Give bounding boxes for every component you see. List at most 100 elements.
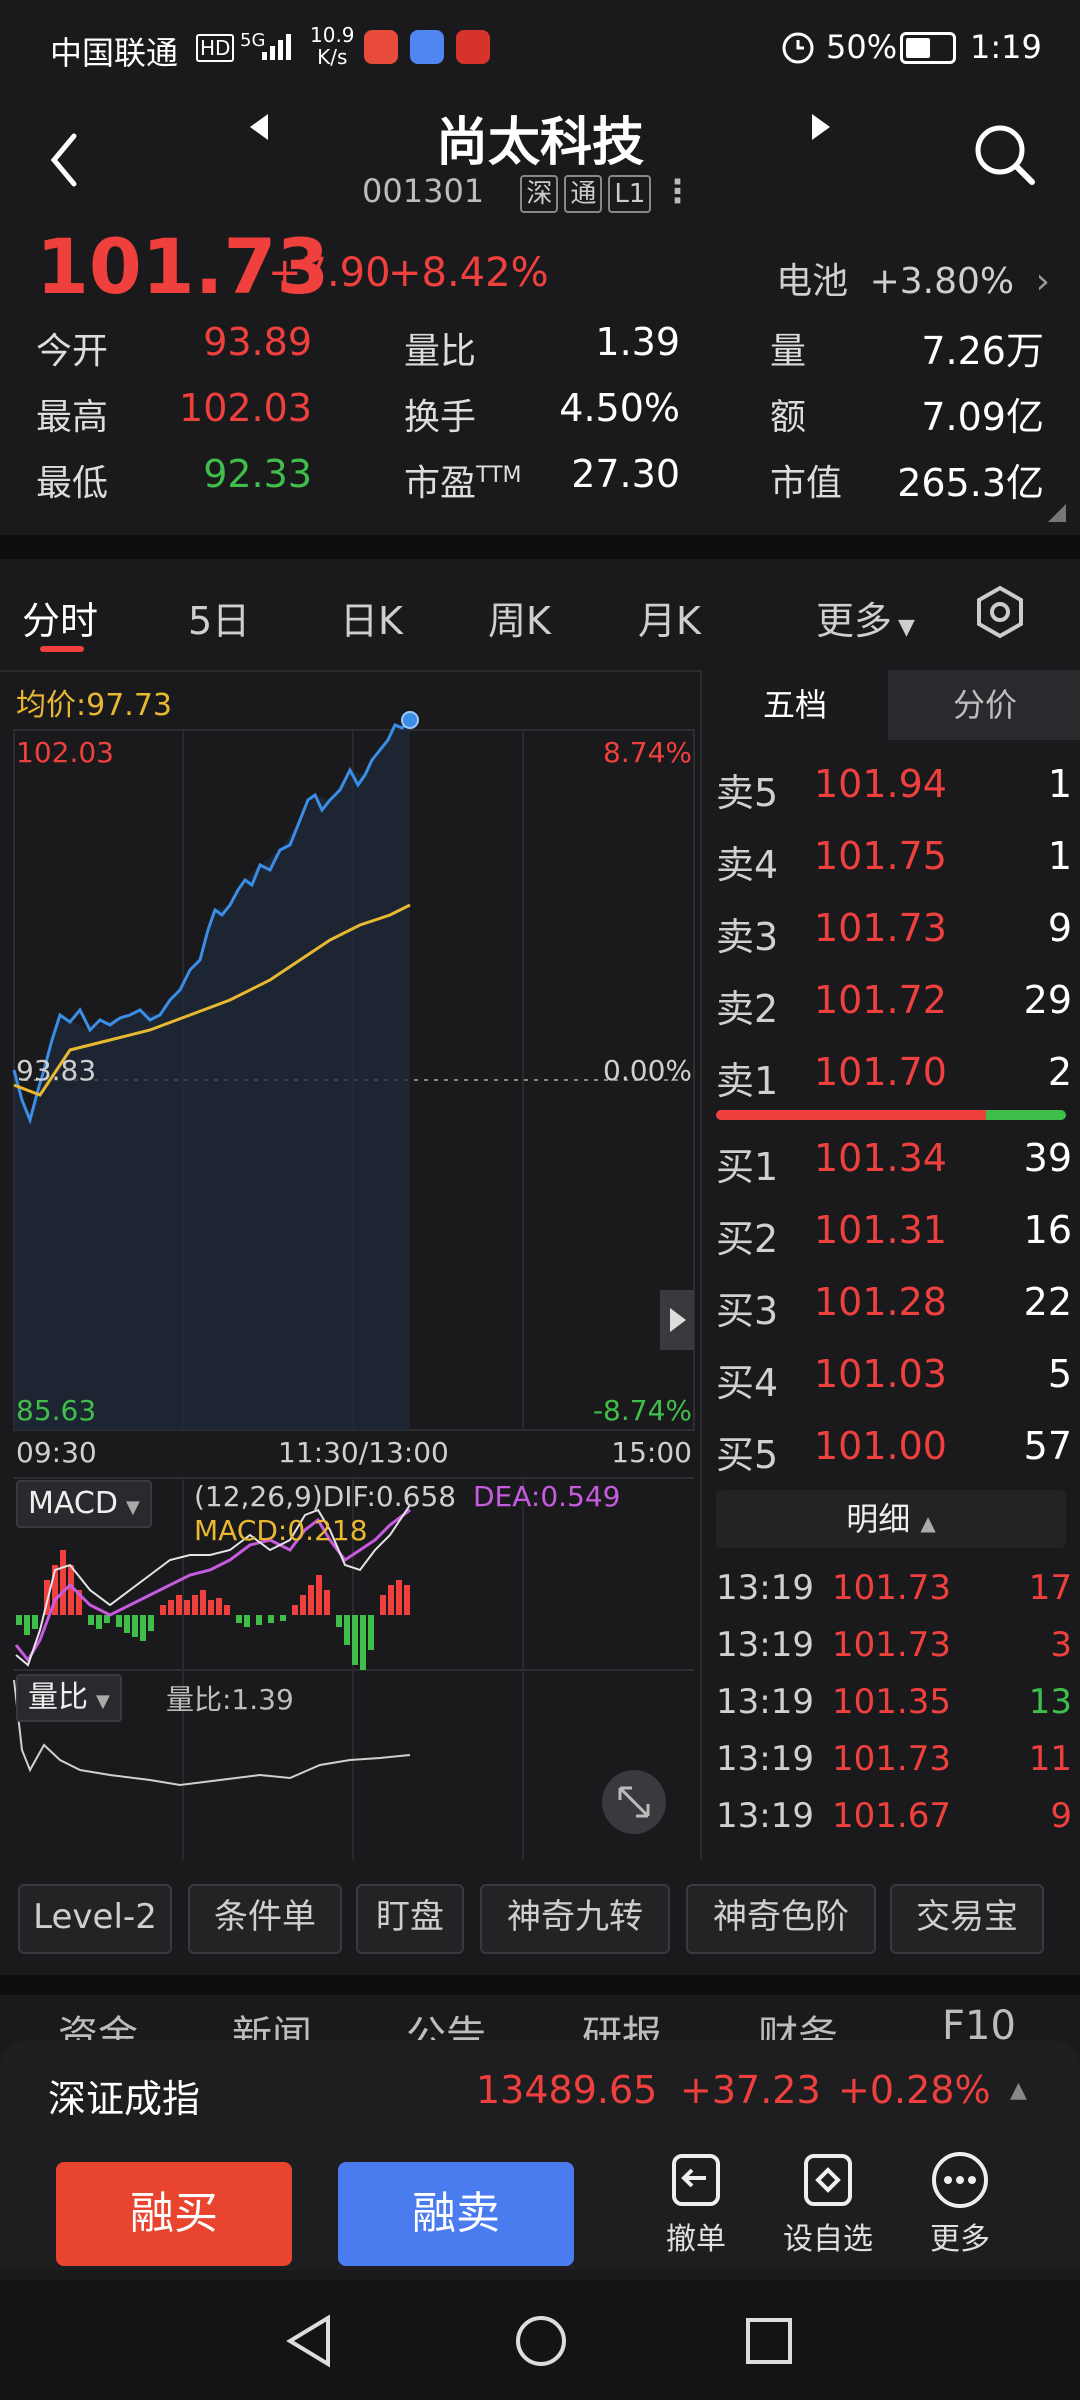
tick-row: 13:19 101.35 13 bbox=[716, 1674, 1072, 1730]
pe-ttm-sup: TTM bbox=[476, 463, 522, 488]
cancel-order-button[interactable]: 撤单 bbox=[636, 2150, 756, 2258]
buy-sell-ratio-bar-red bbox=[716, 1110, 986, 1120]
tick-row: 13:19 101.73 17 bbox=[716, 1560, 1072, 1616]
detail-toggle[interactable]: 明细 ▲ bbox=[716, 1490, 1066, 1548]
macd-selector[interactable]: MACD ▼ bbox=[16, 1480, 152, 1528]
margin-sell-button[interactable]: 融卖 bbox=[338, 2162, 574, 2266]
tab-daily-k[interactable]: 日K bbox=[340, 599, 403, 643]
nav-home-icon[interactable] bbox=[514, 2314, 568, 2368]
next-stock-icon[interactable] bbox=[806, 112, 836, 142]
bid-volume: 22 bbox=[1023, 1280, 1072, 1324]
index-pct: +0.28% bbox=[838, 2068, 991, 2112]
tab-price-distribution[interactable]: 分价 bbox=[888, 670, 1080, 740]
tick-row: 13:19 101.67 9 bbox=[716, 1788, 1072, 1844]
tab-research[interactable]: 研报 bbox=[582, 2013, 662, 2045]
caret-up-icon: ▲ bbox=[920, 1511, 936, 1535]
ask-volume: 1 bbox=[1047, 762, 1072, 806]
bid-volume: 5 bbox=[1047, 1352, 1072, 1396]
open-value: 93.89 bbox=[203, 320, 312, 364]
tab-monthly-k[interactable]: 月K bbox=[638, 599, 701, 643]
tab-5day[interactable]: 5日 bbox=[188, 599, 251, 643]
tick-time: 13:19 bbox=[716, 1625, 814, 1665]
tick-price: 101.35 bbox=[832, 1682, 951, 1722]
tab-announcements[interactable]: 公告 bbox=[406, 2013, 486, 2045]
tab-weekly-k[interactable]: 周K bbox=[488, 599, 551, 643]
clock: 1:19 bbox=[970, 28, 1042, 66]
tab-funds[interactable]: 资金 bbox=[58, 2013, 138, 2045]
expand-corner-icon[interactable] bbox=[1046, 502, 1068, 524]
tick-volume: 17 bbox=[1028, 1568, 1072, 1608]
magic-nine-chip[interactable]: 神奇九转 bbox=[480, 1884, 670, 1954]
status-bar: 中国联通 HD 5G 10.9 K/s 50% 1:19 bbox=[0, 0, 1080, 100]
ask-volume: 9 bbox=[1047, 906, 1072, 950]
time-end: 15:00 bbox=[611, 1436, 692, 1469]
tab-more[interactable]: 更多 ▼ bbox=[816, 590, 915, 645]
index-bar[interactable]: 深证成指 13489.65 +37.23 +0.28% ▲ bbox=[0, 2040, 1080, 2140]
e-app-notification-icon bbox=[456, 30, 490, 64]
ask-price: 101.75 bbox=[814, 834, 947, 878]
chart-bottom-pct: -8.74% bbox=[592, 1394, 692, 1427]
settings-hex-icon[interactable] bbox=[972, 584, 1028, 640]
carrier-label: 中国联通 bbox=[50, 34, 179, 72]
turnover-value: 4.50% bbox=[559, 386, 680, 430]
tab-five-levels[interactable]: 五档 bbox=[702, 670, 888, 740]
magic-color-chip[interactable]: 神奇色阶 bbox=[686, 1884, 876, 1954]
quote-panel: 101.73 +7.90 +8.42% 电池 +3.80% › 今开 93.89… bbox=[0, 220, 1080, 530]
net-speed-unit: K/s bbox=[317, 45, 348, 69]
tab-finance[interactable]: 财务 bbox=[758, 2013, 838, 2045]
time-mid: 11:30/13:00 bbox=[278, 1436, 449, 1469]
trade-treasure-chip[interactable]: 交易宝 bbox=[890, 1884, 1044, 1954]
bid-row-4: 买4 101.03 5 bbox=[716, 1342, 1072, 1412]
active-tab-indicator bbox=[40, 646, 84, 652]
ask-volume: 29 bbox=[1023, 978, 1072, 1022]
search-icon[interactable] bbox=[970, 120, 1040, 190]
tick-volume: 9 bbox=[1050, 1796, 1072, 1836]
ask-row-2: 卖2 101.72 29 bbox=[716, 968, 1072, 1038]
level2-chip[interactable]: Level-2 bbox=[18, 1884, 172, 1954]
bid-row-2: 买2 101.31 16 bbox=[716, 1198, 1072, 1268]
stock-name: 尚太科技 bbox=[435, 113, 644, 173]
sector-name: 电池 bbox=[776, 261, 849, 302]
ask-row-1: 卖1 101.70 2 bbox=[716, 1040, 1072, 1110]
volume-ratio-selector[interactable]: 量比 ▼ bbox=[16, 1674, 122, 1722]
more-button[interactable]: 更多 bbox=[900, 2150, 1020, 2258]
chart-bottom-price: 85.63 bbox=[16, 1394, 97, 1427]
watch-chip[interactable]: 盯盘 bbox=[356, 1884, 464, 1954]
margin-buy-button[interactable]: 融买 bbox=[56, 2162, 292, 2266]
tick-price: 101.73 bbox=[832, 1568, 951, 1608]
ask-label: 卖1 bbox=[716, 1059, 779, 1103]
tick-volume: 11 bbox=[1028, 1739, 1072, 1779]
intraday-chart[interactable] bbox=[0, 670, 700, 1860]
tick-price: 101.73 bbox=[832, 1625, 951, 1665]
nav-back-icon[interactable] bbox=[284, 2314, 334, 2368]
signal-icon bbox=[262, 34, 291, 60]
volume-ratio-label: 量比 bbox=[404, 331, 477, 372]
tab-f10[interactable]: F10 bbox=[942, 2003, 1016, 2045]
tab-intraday[interactable]: 分时 bbox=[22, 599, 99, 643]
bid-volume: 57 bbox=[1023, 1424, 1072, 1468]
tab-news[interactable]: 新闻 bbox=[232, 2013, 312, 2045]
sector-link[interactable]: 电池 +3.80% › bbox=[776, 252, 1050, 304]
tick-time: 13:19 bbox=[716, 1739, 814, 1779]
ask-price: 101.73 bbox=[814, 906, 947, 950]
price-change: +7.90 bbox=[268, 250, 391, 296]
add-watchlist-button[interactable]: 设自选 bbox=[768, 2150, 888, 2258]
prev-stock-icon[interactable] bbox=[244, 112, 274, 142]
ask-row-3: 卖3 101.73 9 bbox=[716, 896, 1072, 966]
bid-price: 101.03 bbox=[814, 1352, 947, 1396]
index-name: 深证成指 bbox=[48, 2077, 201, 2121]
nav-recents-icon[interactable] bbox=[744, 2316, 794, 2366]
ask-label: 卖2 bbox=[716, 987, 779, 1031]
conditional-order-chip[interactable]: 条件单 bbox=[188, 1884, 342, 1954]
ask-row-4: 卖4 101.75 1 bbox=[716, 824, 1072, 894]
bid-price: 101.00 bbox=[814, 1424, 947, 1468]
bid-label: 买1 bbox=[716, 1145, 779, 1189]
chevron-right-icon: › bbox=[1035, 261, 1050, 302]
more-dots-icon[interactable]: ⋮ bbox=[661, 172, 694, 210]
tick-time: 13:19 bbox=[716, 1796, 814, 1836]
low-label: 最低 bbox=[36, 463, 109, 504]
caret-up-icon[interactable]: ▲ bbox=[1010, 2078, 1027, 2103]
bid-label: 买2 bbox=[716, 1217, 779, 1261]
macd-histogram bbox=[16, 1550, 410, 1670]
back-icon[interactable] bbox=[44, 130, 84, 190]
